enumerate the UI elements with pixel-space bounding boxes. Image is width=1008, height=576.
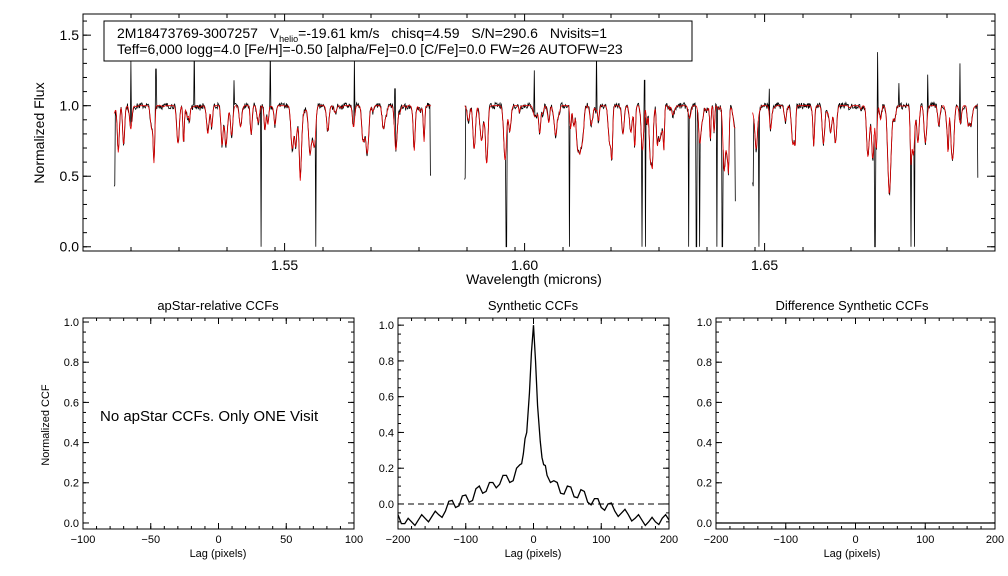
x-tick-label: −100 [453, 534, 478, 546]
synthetic-ccf-ticks: −200 −100 0 100 200 0.0 0.2 0.4 0.6 0.8 1.0 [379, 318, 678, 546]
spectrum-lines [113, 46, 979, 248]
info-line-2: Teff=6,000 logg=4.0 [Fe/H]=-0.50 [alpha/… [117, 41, 623, 57]
y-tick-label: 0.0 [697, 518, 712, 530]
apstar-ccf-xlabel: Lag (pixels) [190, 548, 247, 560]
spectrum-ylabel: Normalized Flux [31, 82, 47, 183]
x-tick-label: −50 [141, 534, 160, 546]
synthetic-ccf-frame [397, 317, 670, 530]
x-tick-label: 1.60 [511, 257, 538, 273]
x-tick-label: 0 [852, 534, 858, 546]
apstar-ccf-panel: −100 −50 0 50 100 0.0 0.2 0.4 0.6 0.8 1.0 apStar-r… [40, 298, 363, 560]
observed-spectrum-chip-3 [752, 52, 979, 248]
y-tick-label: 1.0 [60, 98, 80, 114]
apstar-ccf-title: apStar-relative CCFs [157, 298, 279, 313]
difference-ccf-title: Difference Synthetic CCFs [776, 298, 929, 313]
y-tick-label: 0.2 [379, 463, 394, 475]
y-tick-label: 0.4 [697, 437, 712, 449]
synthetic-spectrum-chip-1 [113, 105, 432, 181]
y-tick-label: 1.0 [697, 317, 712, 329]
x-tick-label: 200 [660, 534, 678, 546]
vhelio-subscript: helio [279, 34, 298, 44]
synthetic-spectrum-chip-2 [464, 105, 736, 174]
y-tick-label: 0.4 [64, 437, 79, 449]
x-tick-label: −100 [71, 534, 96, 546]
x-tick-label: 100 [916, 534, 934, 546]
difference-ccf-frame [715, 317, 996, 530]
x-tick-label: 1.65 [751, 257, 778, 273]
x-tick-label: 200 [986, 534, 1004, 546]
spectrum-xlabel: Wavelength (microns) [466, 271, 602, 287]
x-tick-label: 1.55 [271, 257, 298, 273]
synthetic-ccf-panel: −200 −100 0 100 200 0.0 0.2 0.4 0.6 0.8 1.0 Synthe… [379, 298, 678, 560]
synthetic-ccf-title: Synthetic CCFs [488, 298, 579, 313]
y-tick-label: 0.2 [697, 478, 712, 490]
x-tick-label: 50 [280, 534, 292, 546]
info-box [103, 20, 693, 62]
x-tick-label: 0 [215, 534, 221, 546]
y-tick-label: 0.0 [60, 239, 80, 255]
x-tick-label: −200 [386, 534, 411, 546]
y-tick-label: 0.0 [379, 499, 394, 511]
x-tick-label: 0 [530, 534, 536, 546]
difference-ccf-xlabel: Lag (pixels) [824, 548, 881, 560]
synthetic-ccf-curve [397, 325, 670, 527]
synthetic-ccf-lines [397, 325, 670, 527]
observed-spectrum-chip-1 [113, 46, 432, 247]
y-tick-label: 0.8 [379, 356, 394, 368]
nvisits-value: Nvisits=1 [550, 25, 607, 41]
apstar-ccf-ylabel: Normalized CCF [40, 384, 52, 466]
y-tick-label: 1.5 [60, 27, 80, 43]
star-id: 2M18473769-3007257 [117, 25, 258, 41]
spectrum-panel: 1.55 1.60 1.65 0.0 0.5 1.0 1.5 2M18473769-3007… [31, 13, 996, 287]
chisq-value: chisq=4.59 [391, 25, 459, 41]
x-tick-label: −100 [773, 534, 798, 546]
y-tick-label: 0.6 [697, 397, 712, 409]
info-line-1: 2M18473769-3007257 Vhelio=-19.61 km/s ch… [117, 25, 607, 44]
apstar-ccf-ticks: −100 −50 0 50 100 0.0 0.2 0.4 0.6 0.8 1.0 [64, 317, 363, 546]
snr-value: S/N=290.6 [471, 25, 538, 41]
spectrum-frame [82, 13, 996, 252]
difference-ccf-ticks: −200 −100 0 100 200 0.0 0.2 0.4 0.6 0.8 1.0 [697, 317, 1004, 546]
vhelio-value: =-19.61 km/s [298, 25, 379, 41]
y-tick-label: 0.8 [64, 357, 79, 369]
y-tick-label: 0.0 [64, 518, 79, 530]
y-tick-label: 1.0 [379, 320, 394, 332]
y-tick-label: 1.0 [64, 317, 79, 329]
x-tick-label: 100 [592, 534, 610, 546]
y-tick-label: 0.6 [64, 397, 79, 409]
y-tick-label: 0.5 [60, 168, 80, 184]
x-tick-label: 100 [345, 534, 363, 546]
no-ccf-message: No apStar CCFs. Only ONE Visit [100, 408, 319, 425]
y-tick-label: 0.8 [697, 357, 712, 369]
y-tick-label: 0.4 [379, 427, 394, 439]
synthetic-spectrum-chip-3 [752, 105, 978, 195]
difference-ccf-panel: −200 −100 0 100 200 0.0 0.2 0.4 0.6 0.8 1.0 Differ… [697, 298, 1004, 560]
y-tick-label: 0.2 [64, 478, 79, 490]
synthetic-ccf-xlabel: Lag (pixels) [505, 548, 562, 560]
x-tick-label: −200 [704, 534, 729, 546]
spectrum-ticks: 1.55 1.60 1.65 0.0 0.5 1.0 1.5 [60, 14, 995, 273]
observed-spectrum-chip-2 [464, 49, 736, 248]
vhelio-label: V [270, 25, 280, 41]
y-tick-label: 0.6 [379, 392, 394, 404]
